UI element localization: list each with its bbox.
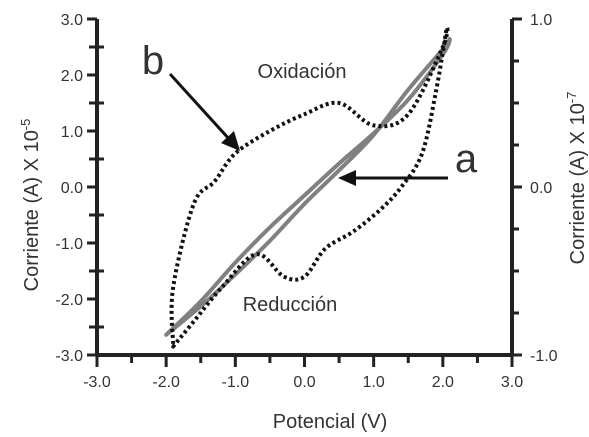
right-tick-label: 1.0 <box>530 12 552 29</box>
x-tick-label: 0.0 <box>293 374 315 391</box>
series-b-curve <box>169 25 450 349</box>
arrows-layer <box>168 72 448 186</box>
series-label-a: a <box>455 137 478 181</box>
x-axis-label: Potencial (V) <box>273 411 388 433</box>
x-tick-label: -2.0 <box>152 374 180 391</box>
axes: -3.0 -2.0 -1.0 0.0 1.0 2.0 3.0 3.0 2.0 1.0 0.0 -1.0… <box>55 12 557 391</box>
annotation-reduccion: Reducción <box>243 294 338 316</box>
right-axis-label: Corriente (A) X 10-7 <box>564 92 589 265</box>
x-tick-label: 3.0 <box>501 374 523 391</box>
left-tick-label: 0.0 <box>61 180 83 197</box>
right-tick-label: 0.0 <box>530 180 552 197</box>
series-layer <box>164 25 452 349</box>
left-tick-label: 1.0 <box>61 124 83 141</box>
x-tick-label: -1.0 <box>222 374 250 391</box>
x-tick-label: 2.0 <box>432 374 454 391</box>
series-label-b: b <box>142 39 164 83</box>
left-tick-label: -1.0 <box>55 236 83 253</box>
left-tick-label: 3.0 <box>61 12 83 29</box>
annotation-oxidacion: Oxidación <box>258 61 347 83</box>
x-tick-label: 1.0 <box>363 374 385 391</box>
left-axis-label: Corriente (A) X 10-5 <box>18 119 43 292</box>
right-tick-label: -1.0 <box>530 348 558 365</box>
left-tick-label: -2.0 <box>55 292 83 309</box>
x-tick-label: -3.0 <box>83 374 111 391</box>
right-axis-label-exponent: -7 <box>564 92 579 104</box>
left-tick-label: 2.0 <box>61 68 83 85</box>
left-axis-label-exponent: -5 <box>18 119 33 131</box>
left-tick-label: -3.0 <box>55 348 83 365</box>
arrow-b-head <box>221 131 240 151</box>
arrow-a-head <box>338 170 356 186</box>
left-axis-label-base: Corriente (A) X 10 <box>21 130 43 291</box>
right-axis-label-base: Corriente (A) X 10 <box>567 103 589 264</box>
series-a-curve <box>164 37 452 337</box>
arrow-b-line <box>168 72 232 142</box>
